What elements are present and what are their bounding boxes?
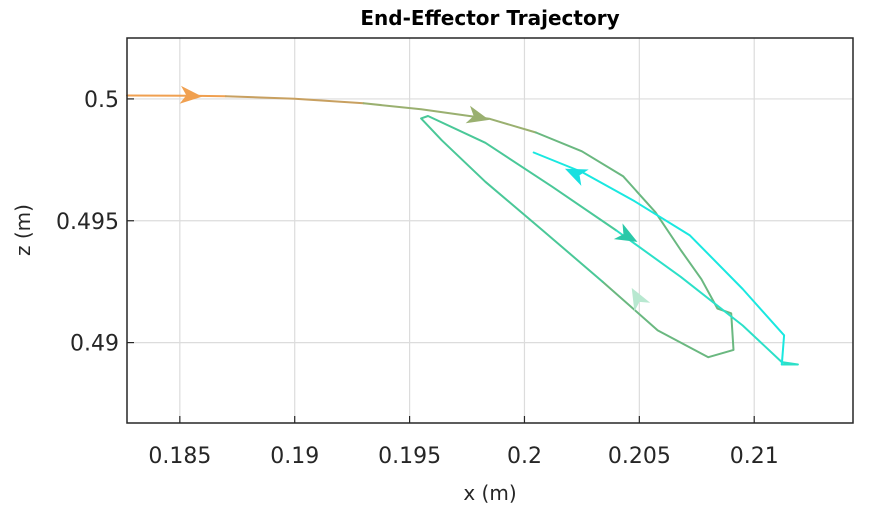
- trajectory-lines: [126, 94, 799, 366]
- trajectory-segment-5: [420, 115, 618, 283]
- trajectory-segment-4: [534, 131, 735, 359]
- y-axis-label: z (m): [11, 204, 35, 256]
- direction-arrow-1: [179, 85, 203, 104]
- direction-arrow-4: [631, 287, 651, 312]
- trajectory-segment-1: [126, 94, 227, 98]
- chart-title: End-Effector Trajectory: [360, 6, 619, 30]
- y-tick-label: 0.49: [70, 332, 119, 357]
- arrowhead-icon: [465, 105, 490, 124]
- x-ticks: 0.185 0.19 0.195 0.2 0.205 0.21: [148, 416, 779, 469]
- trajectory-segment-2: [224, 95, 365, 105]
- y-tick-label: 0.495: [56, 210, 119, 235]
- x-tick-label: 0.195: [378, 444, 441, 469]
- arrowhead-icon: [613, 223, 638, 242]
- arrowhead-icon: [631, 287, 651, 312]
- y-ticks: 0.49 0.495 0.5: [56, 88, 134, 357]
- grid-lines: [127, 38, 853, 423]
- x-tick-label: 0.205: [608, 444, 671, 469]
- trajectory-segment-7: [532, 151, 786, 366]
- x-tick-label: 0.19: [270, 444, 319, 469]
- x-tick-label: 0.2: [507, 444, 542, 469]
- x-tick-label: 0.185: [148, 444, 211, 469]
- y-tick-label: 0.5: [84, 88, 119, 113]
- plot-frame: [126, 37, 854, 424]
- x-axis-label: x (m): [463, 481, 516, 505]
- direction-arrows: [179, 85, 651, 312]
- trajectory-segment-3: [362, 102, 537, 134]
- arrowhead-icon: [564, 168, 589, 186]
- x-tick-label: 0.21: [730, 444, 779, 469]
- direction-arrow-5: [564, 168, 589, 186]
- direction-arrow-3: [613, 223, 638, 242]
- direction-arrow-2: [465, 105, 490, 124]
- arrowhead-icon: [179, 85, 203, 104]
